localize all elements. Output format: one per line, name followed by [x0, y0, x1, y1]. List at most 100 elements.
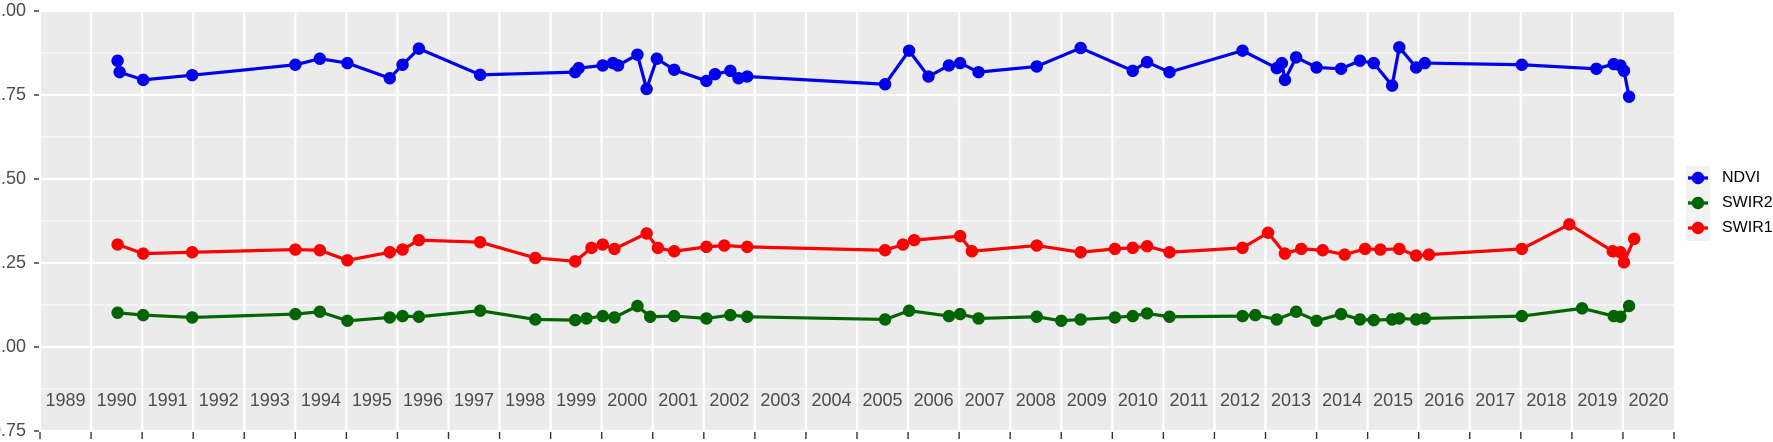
series-ndvi [111, 41, 1636, 103]
data-point [473, 304, 487, 317]
data-point [631, 299, 644, 313]
legend-item-swir1[interactable]: SWIR1 [1688, 219, 1773, 236]
y-tick-label: 0.75 [0, 420, 26, 440]
data-point [1140, 307, 1154, 320]
y-axis-ticks: 0.75 1.00 1.25 1.50 1.75 2.00 [0, 0, 39, 440]
data-point [1622, 90, 1636, 103]
data-point [942, 59, 956, 72]
data-point [700, 240, 713, 254]
data-point [1163, 246, 1176, 259]
data-point [1422, 248, 1436, 261]
data-point [953, 307, 967, 321]
x-tick-label: 2007 [965, 390, 1005, 410]
data-point [1334, 307, 1348, 321]
data-point [585, 241, 598, 255]
data-point [1310, 314, 1323, 327]
x-tick-label: 2017 [1475, 390, 1515, 410]
y-tick-label: 2.00 [0, 0, 26, 20]
data-point [1249, 308, 1262, 322]
data-point [1163, 310, 1176, 323]
legend-marker [1691, 196, 1705, 210]
data-point [1163, 65, 1176, 79]
data-point [1236, 241, 1249, 255]
data-point [631, 48, 644, 61]
data-point [741, 240, 754, 254]
data-point [1030, 239, 1043, 252]
x-tick-label: 2006 [914, 390, 954, 410]
data-point [1515, 242, 1529, 256]
data-point [1385, 79, 1399, 92]
data-point [1316, 244, 1329, 257]
x-tick-label: 1989 [46, 390, 86, 410]
x-tick-label: 2013 [1271, 390, 1311, 410]
x-tick-label: 2018 [1526, 390, 1566, 410]
x-tick-label: 1992 [199, 390, 239, 410]
x-tick-label: 2004 [811, 390, 851, 410]
x-axis-ticks: 1989 1990 1991 1992 1993 1994 1995 1996 1997 1998… [39, 390, 1675, 439]
data-point [902, 44, 916, 57]
data-point [700, 312, 713, 325]
data-point [383, 246, 396, 259]
x-tick-label: 2005 [863, 390, 903, 410]
x-tick-label: 2012 [1220, 390, 1260, 410]
data-point [1074, 313, 1087, 326]
legend-item-swir2[interactable]: SWIR2 [1688, 194, 1773, 211]
data-point [972, 65, 985, 79]
data-point [111, 54, 124, 67]
data-point [596, 238, 609, 251]
data-point [572, 61, 585, 75]
data-point [724, 308, 737, 322]
x-tick-label: 2011 [1170, 390, 1209, 410]
x-tick-label: 2001 [658, 390, 698, 410]
data-point [1614, 246, 1627, 259]
data-point [902, 304, 916, 317]
x-tick-label: 1999 [556, 390, 596, 410]
data-point [965, 245, 979, 258]
data-point [1126, 64, 1139, 78]
data-point [643, 310, 657, 323]
data-point [741, 70, 754, 83]
data-point [718, 239, 731, 252]
data-point [1515, 309, 1529, 323]
data-point [878, 313, 892, 326]
data-point [1418, 312, 1432, 325]
data-point [1236, 44, 1249, 57]
legend-item-ndvi[interactable]: NDVI [1688, 169, 1760, 186]
data-point [667, 63, 681, 76]
data-point [580, 312, 593, 325]
data-point [412, 42, 426, 55]
x-tick-label: 1991 [148, 390, 188, 410]
data-point [185, 68, 199, 82]
data-point [185, 311, 199, 324]
data-point [1393, 312, 1406, 325]
data-point [1409, 249, 1423, 262]
x-tick-label: 1998 [505, 390, 545, 410]
data-point [473, 235, 487, 249]
data-point [1289, 305, 1303, 318]
data-point [289, 58, 302, 71]
data-point [111, 238, 124, 251]
x-tick-label: 1996 [403, 390, 443, 410]
data-point [341, 56, 354, 70]
data-point [1261, 226, 1275, 239]
y-tick-label: 1.00 [0, 336, 26, 356]
data-point [313, 305, 327, 318]
data-point [1074, 246, 1087, 259]
data-point [596, 59, 609, 72]
data-point [953, 229, 967, 243]
data-point [568, 255, 582, 268]
data-point [412, 233, 426, 247]
data-point [1295, 242, 1308, 256]
x-tick-label: 2008 [1016, 390, 1056, 410]
data-point [1074, 41, 1087, 55]
data-point [1590, 62, 1603, 75]
data-point [1030, 60, 1043, 73]
data-point [529, 251, 542, 265]
data-point [1338, 248, 1351, 261]
data-point [878, 78, 892, 91]
data-point [1278, 73, 1292, 87]
data-point [1353, 313, 1367, 326]
data-point [341, 254, 354, 267]
